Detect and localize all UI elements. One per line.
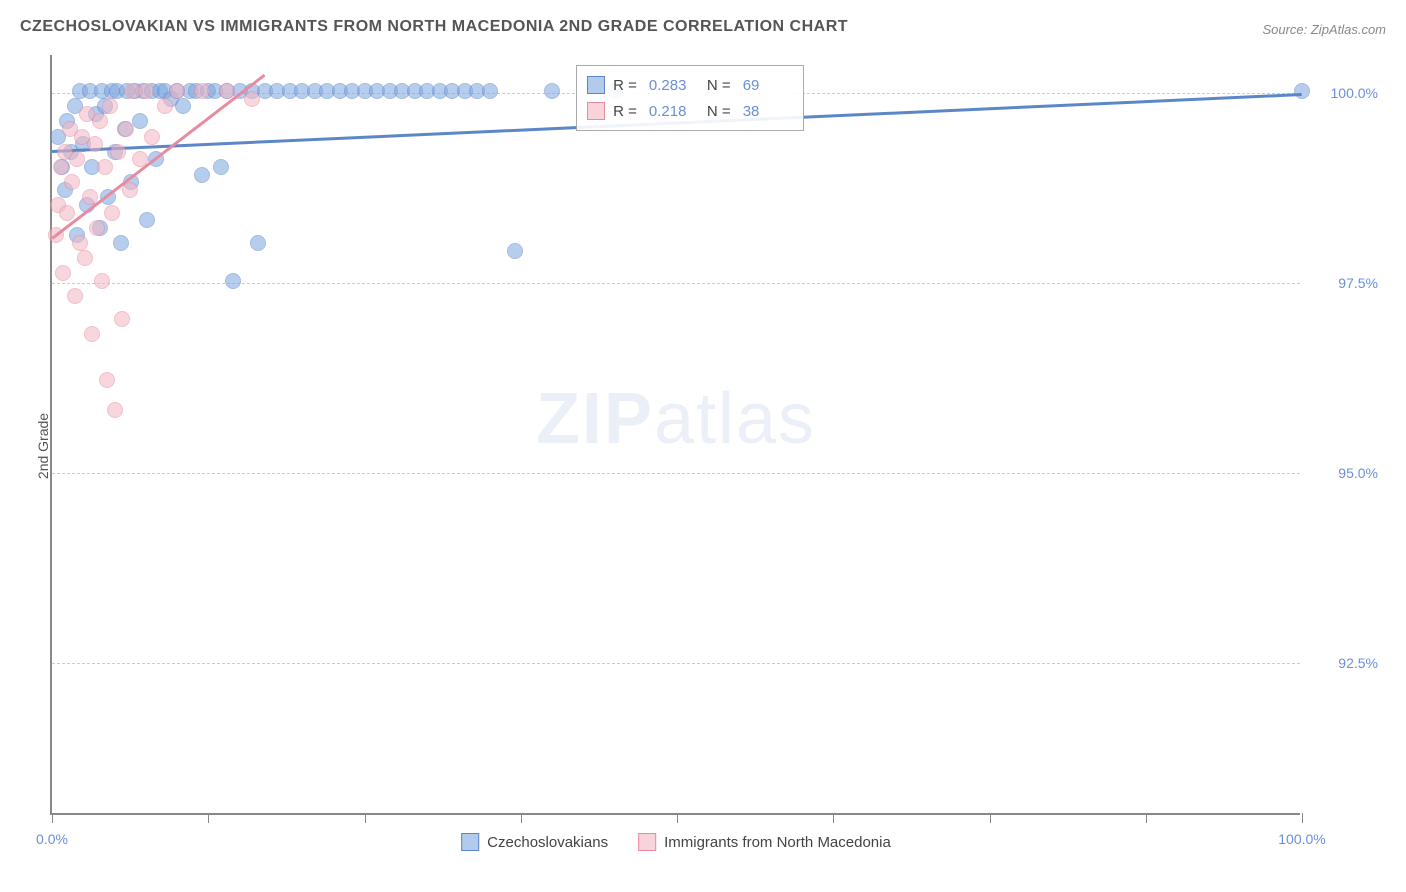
- scatter-marker: [194, 83, 210, 99]
- scatter-marker: [244, 91, 260, 107]
- n-value: 38: [743, 103, 793, 120]
- legend-swatch: [461, 833, 479, 851]
- x-tick: [990, 813, 991, 823]
- scatter-marker: [157, 98, 173, 114]
- r-value: 0.218: [649, 103, 699, 120]
- legend-swatch: [587, 102, 605, 120]
- gridline: [52, 663, 1300, 664]
- scatter-marker: [175, 98, 191, 114]
- scatter-marker: [544, 83, 560, 99]
- gridline: [52, 473, 1300, 474]
- n-label: N =: [707, 103, 731, 120]
- scatter-marker: [102, 98, 118, 114]
- scatter-marker: [64, 174, 80, 190]
- scatter-marker: [53, 159, 69, 175]
- scatter-marker: [87, 136, 103, 152]
- legend-row: R = 0.283 N = 69: [587, 72, 793, 98]
- scatter-marker: [84, 326, 100, 342]
- scatter-marker: [225, 273, 241, 289]
- y-tick-label: 92.5%: [1308, 655, 1378, 671]
- scatter-marker: [72, 235, 88, 251]
- scatter-marker: [213, 159, 229, 175]
- scatter-marker: [169, 83, 185, 99]
- chart-title: CZECHOSLOVAKIAN VS IMMIGRANTS FROM NORTH…: [20, 18, 848, 36]
- legend-swatch: [587, 76, 605, 94]
- y-tick-label: 100.0%: [1308, 85, 1378, 101]
- scatter-marker: [118, 121, 134, 137]
- n-value: 69: [743, 77, 793, 94]
- scatter-marker: [107, 402, 123, 418]
- r-label: R =: [613, 77, 637, 94]
- series-name: Immigrants from North Macedonia: [664, 834, 891, 851]
- x-tick: [521, 813, 522, 823]
- scatter-marker: [132, 113, 148, 129]
- series-name: Czechoslovakians: [487, 834, 608, 851]
- scatter-marker: [482, 83, 498, 99]
- scatter-marker: [94, 273, 110, 289]
- scatter-marker: [99, 372, 115, 388]
- x-tick-label-end: 100.0%: [1278, 831, 1325, 847]
- scatter-marker: [1294, 83, 1310, 99]
- legend-swatch: [638, 833, 656, 851]
- x-tick: [833, 813, 834, 823]
- y-tick-label: 95.0%: [1308, 465, 1378, 481]
- x-tick: [1302, 813, 1303, 823]
- series-legend: Czechoslovakians Immigrants from North Ma…: [461, 833, 891, 851]
- x-tick: [52, 813, 53, 823]
- scatter-marker: [89, 220, 105, 236]
- scatter-marker: [104, 205, 120, 221]
- y-axis-label: 2nd Grade: [35, 413, 51, 479]
- scatter-marker: [507, 243, 523, 259]
- series-legend-item: Czechoslovakians: [461, 833, 608, 851]
- scatter-marker: [139, 212, 155, 228]
- scatter-marker: [144, 129, 160, 145]
- legend-row: R = 0.218 N = 38: [587, 98, 793, 124]
- scatter-marker: [113, 235, 129, 251]
- r-label: R =: [613, 103, 637, 120]
- scatter-plot-area: ZIPatlas 92.5%95.0%97.5%100.0%0.0%100.0%…: [50, 55, 1300, 815]
- scatter-marker: [69, 151, 85, 167]
- stats-legend: R = 0.283 N = 69 R = 0.218 N = 38: [576, 65, 804, 131]
- n-label: N =: [707, 77, 731, 94]
- scatter-marker: [55, 265, 71, 281]
- r-value: 0.283: [649, 77, 699, 94]
- x-tick: [677, 813, 678, 823]
- scatter-marker: [250, 235, 266, 251]
- series-legend-item: Immigrants from North Macedonia: [638, 833, 891, 851]
- scatter-marker: [92, 113, 108, 129]
- scatter-marker: [59, 205, 75, 221]
- watermark: ZIPatlas: [536, 378, 816, 460]
- x-tick: [208, 813, 209, 823]
- scatter-marker: [110, 144, 126, 160]
- scatter-marker: [194, 167, 210, 183]
- x-tick: [365, 813, 366, 823]
- x-tick-label-start: 0.0%: [36, 831, 68, 847]
- x-tick: [1146, 813, 1147, 823]
- scatter-marker: [138, 83, 154, 99]
- scatter-marker: [114, 311, 130, 327]
- scatter-marker: [67, 288, 83, 304]
- source-attribution: Source: ZipAtlas.com: [1262, 22, 1386, 37]
- y-tick-label: 97.5%: [1308, 275, 1378, 291]
- scatter-marker: [97, 159, 113, 175]
- scatter-marker: [77, 250, 93, 266]
